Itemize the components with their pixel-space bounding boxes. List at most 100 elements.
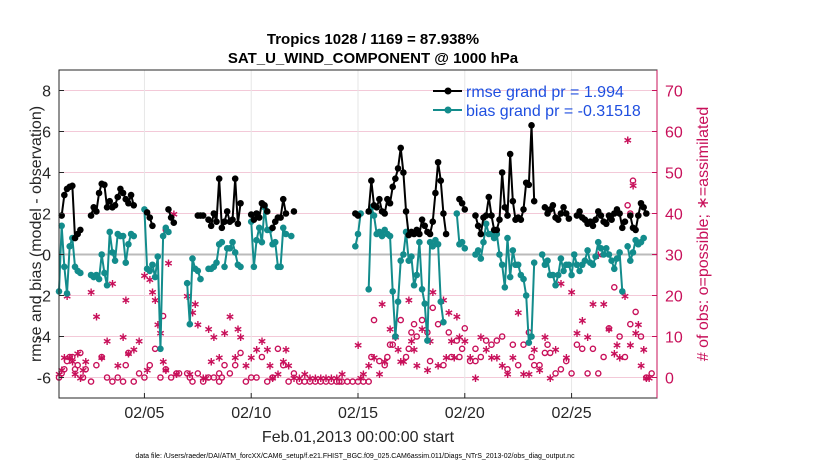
rmse-point xyxy=(530,197,538,205)
bias-point xyxy=(109,249,116,256)
rmse-point xyxy=(205,216,212,223)
rmse-point xyxy=(269,224,276,232)
obs-assimilated-marker: ∗ xyxy=(454,330,464,344)
rmse-point xyxy=(496,216,503,223)
obs-assimilated-marker: ∗ xyxy=(396,355,406,369)
bias-point xyxy=(197,275,204,283)
obs-assimilated-marker: ∗ xyxy=(540,330,550,344)
rmse-point xyxy=(103,204,111,211)
obs-assimilated-marker: ∗ xyxy=(161,363,171,377)
obs-assimilated-marker: ∗ xyxy=(67,355,77,369)
rmse-point xyxy=(472,212,479,219)
bias-point xyxy=(602,245,610,252)
obs-possible-marker xyxy=(368,353,375,361)
rmse-point xyxy=(528,122,535,129)
bias-point xyxy=(640,234,647,242)
rmse-point xyxy=(261,202,268,209)
bias-point xyxy=(149,261,156,269)
rmse-point xyxy=(632,226,639,234)
obs-assimilated-marker: ∗ xyxy=(142,363,152,377)
obs-assimilated-marker: ∗ xyxy=(190,297,200,311)
x-tick-label: 02/20 xyxy=(445,405,485,422)
bias-series xyxy=(55,204,647,353)
y-tick-label: 6 xyxy=(42,125,51,142)
obs-possible-marker xyxy=(621,353,629,361)
rmse-point xyxy=(418,216,426,223)
obs-assimilated-marker: ∗ xyxy=(107,277,117,291)
rmse-point xyxy=(111,202,119,209)
obs-assimilated-marker: ∗ xyxy=(556,277,566,291)
obs-assimilated-marker: ∗ xyxy=(412,359,422,373)
obs-assimilated-marker: ∗ xyxy=(145,273,155,287)
bias-point xyxy=(95,275,103,283)
rmse-point xyxy=(199,212,207,219)
rmse-point xyxy=(442,230,450,238)
rmse-point xyxy=(210,210,218,217)
bias-point xyxy=(213,259,220,267)
obs-possible-marker xyxy=(386,341,394,349)
obs-assimilated-marker: ∗ xyxy=(398,355,408,369)
obs-assimilated-marker: ∗ xyxy=(358,367,368,381)
obs-assimilated-marker: ∗ xyxy=(230,351,240,365)
rmse-point xyxy=(400,169,407,176)
obs-assimilated-marker: ∗ xyxy=(257,334,267,348)
obs-assimilated-marker: ∗ xyxy=(118,330,128,344)
y-tick-label: -6 xyxy=(37,371,51,388)
obs-possible-marker xyxy=(199,378,207,385)
obs-assimilated-marker: ∗ xyxy=(428,285,438,299)
obs-assimilated-marker: ∗ xyxy=(310,371,320,385)
rmse-point xyxy=(643,210,650,217)
obs-possible-marker xyxy=(557,365,565,373)
rmse-point xyxy=(616,210,623,217)
bias-point xyxy=(629,249,637,256)
rmse-point xyxy=(237,199,244,207)
obs-possible-marker xyxy=(504,365,511,373)
obs-possible-marker xyxy=(562,357,570,365)
obs-assimilated-marker: ∗ xyxy=(225,310,235,324)
rmse-point xyxy=(130,202,138,209)
bias-point xyxy=(218,238,226,246)
bias-point xyxy=(565,261,573,269)
bias-point xyxy=(410,281,418,289)
obs-assimilated-marker: ∗ xyxy=(599,297,609,311)
obs-assimilated-marker: ∗ xyxy=(273,367,283,381)
rmse-point xyxy=(215,175,223,182)
obs-possible-marker xyxy=(221,361,228,369)
obs-possible-marker xyxy=(226,370,234,377)
obs-possible-marker xyxy=(584,370,591,377)
rmse-point xyxy=(565,215,573,222)
obs-possible-marker xyxy=(237,349,244,357)
obs-assimilated-marker: ∗ xyxy=(404,293,414,307)
bias-point xyxy=(477,255,485,262)
bias-point xyxy=(437,298,445,305)
rmse-point xyxy=(562,210,570,217)
rmse-point xyxy=(493,226,501,234)
obs-assimilated-marker: ∗ xyxy=(86,285,96,299)
rmse-point xyxy=(250,216,258,223)
obs-possible-marker xyxy=(448,353,455,361)
obs-assimilated-marker: ∗ xyxy=(460,334,470,348)
obs-possible-marker xyxy=(637,333,645,340)
obs-possible-marker xyxy=(589,345,597,353)
obs-assimilated-marker: ∗ xyxy=(513,305,523,319)
y-right-tick-label: 30 xyxy=(665,248,683,265)
obs-assimilated-marker: ∗ xyxy=(620,289,630,303)
obs-assimilated-marker: ∗ xyxy=(577,314,587,328)
bias-point xyxy=(77,269,84,277)
bias-point xyxy=(258,238,266,246)
obs-possible-marker xyxy=(74,361,81,369)
obs-assimilated-marker: ∗ xyxy=(75,371,85,385)
bias-point xyxy=(528,333,535,340)
obs-assimilated-marker: ∗ xyxy=(385,322,395,336)
y-tick-label: -4 xyxy=(37,330,51,347)
obs-assimilated-marker: ∗ xyxy=(236,330,246,344)
bias-point xyxy=(231,249,239,256)
y-tick-label: 2 xyxy=(42,207,51,224)
rmse-point xyxy=(119,189,127,197)
obs-possible-marker xyxy=(648,370,655,377)
rmse-point xyxy=(549,202,557,209)
obs-assimilated-marker: ∗ xyxy=(356,371,366,385)
obs-assimilated-marker: ∗ xyxy=(163,256,173,270)
obs-assimilated-marker: ∗ xyxy=(633,318,643,332)
obs-assimilated-marker: ∗ xyxy=(252,342,262,356)
